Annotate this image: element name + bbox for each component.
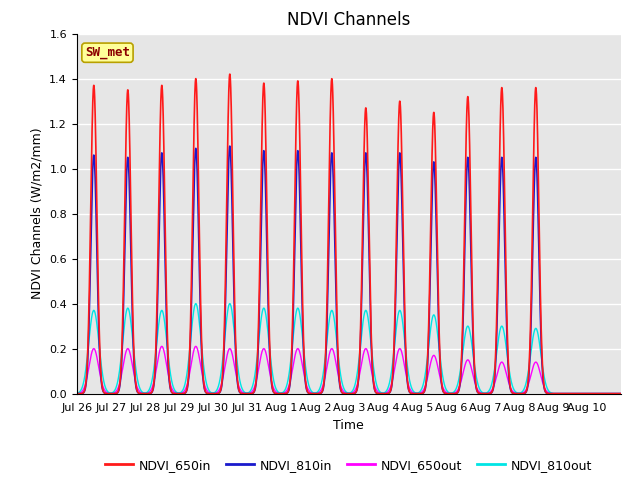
NDVI_650out <box>73 391 81 396</box>
X-axis label: Time: Time <box>333 419 364 432</box>
NDVI_650out <box>617 391 625 396</box>
NDVI_810in <box>534 201 541 206</box>
NDVI_650out <box>611 391 619 396</box>
NDVI_650out <box>467 362 474 368</box>
NDVI_810out <box>192 301 200 307</box>
NDVI_810in <box>617 391 625 396</box>
NDVI_810out <box>617 391 625 396</box>
NDVI_810out <box>611 391 619 396</box>
NDVI_650out <box>501 366 509 372</box>
NDVI_810in <box>184 380 192 385</box>
NDVI_650in <box>611 391 619 396</box>
Text: SW_met: SW_met <box>85 46 130 59</box>
NDVI_650in <box>617 391 625 396</box>
NDVI_650out <box>419 388 426 394</box>
NDVI_810in <box>226 143 234 149</box>
NDVI_650out <box>184 377 192 383</box>
NDVI_810out <box>549 391 557 396</box>
NDVI_810in <box>419 390 426 396</box>
Line: NDVI_810in: NDVI_810in <box>77 146 621 394</box>
NDVI_810out <box>501 336 509 342</box>
NDVI_650out <box>158 344 166 349</box>
Y-axis label: NDVI Channels (W/m2/mm): NDVI Channels (W/m2/mm) <box>31 128 44 300</box>
NDVI_650in <box>501 224 509 229</box>
Line: NDVI_650out: NDVI_650out <box>77 347 621 394</box>
NDVI_810in <box>73 391 81 396</box>
NDVI_650in <box>184 376 192 382</box>
Title: NDVI Channels: NDVI Channels <box>287 11 410 29</box>
NDVI_810in <box>501 262 509 267</box>
NDVI_810out <box>419 384 426 390</box>
NDVI_810out <box>184 361 192 367</box>
NDVI_650in <box>419 390 426 396</box>
NDVI_810in <box>611 391 619 396</box>
NDVI_810out <box>467 332 474 337</box>
Line: NDVI_650in: NDVI_650in <box>77 74 621 394</box>
NDVI_810out <box>73 390 81 396</box>
NDVI_650in <box>534 144 541 150</box>
Line: NDVI_810out: NDVI_810out <box>77 304 621 394</box>
NDVI_650out <box>534 362 541 368</box>
NDVI_650in <box>467 188 474 194</box>
NDVI_810in <box>467 229 474 235</box>
NDVI_810out <box>534 330 541 336</box>
Legend: NDVI_650in, NDVI_810in, NDVI_650out, NDVI_810out: NDVI_650in, NDVI_810in, NDVI_650out, NDV… <box>100 454 598 477</box>
NDVI_650in <box>73 391 81 396</box>
NDVI_650in <box>226 71 234 77</box>
